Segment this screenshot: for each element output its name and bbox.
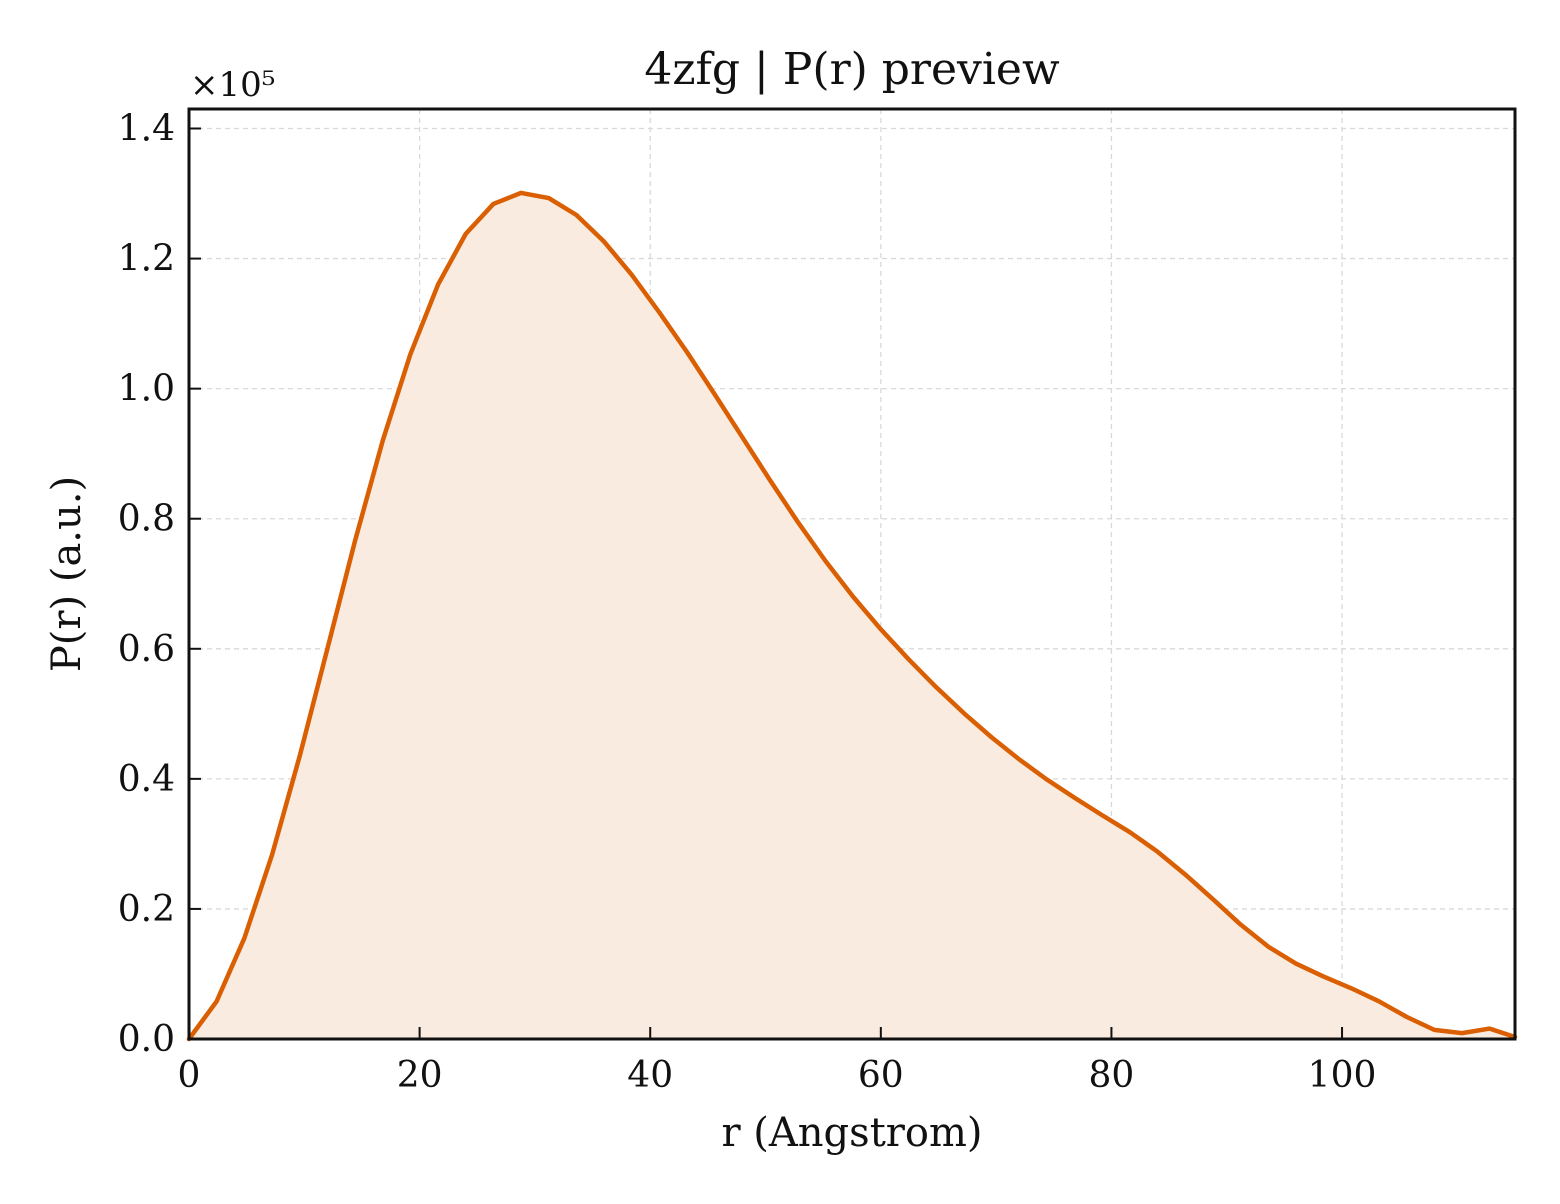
chart-title: 4zfg | P(r) preview: [644, 44, 1060, 95]
y-tick-label: 0.0: [118, 1019, 175, 1060]
y-axis-multiplier: ×10⁵: [190, 65, 275, 105]
y-axis-label: P(r) (a.u.): [44, 476, 90, 672]
y-tick-label: 1.0: [118, 369, 175, 410]
y-tick-label: 1.2: [118, 239, 175, 280]
y-tick-label: 0.4: [118, 759, 175, 800]
x-tick-label: 20: [397, 1055, 443, 1096]
y-tick-label: 0.2: [118, 889, 175, 930]
plot-frame: [187, 107, 1517, 1041]
x-tick-label: 60: [858, 1055, 904, 1096]
x-axis-label: r (Angstrom): [721, 1110, 982, 1156]
series-layer: [186, 190, 1518, 1042]
x-tick-label: 100: [1308, 1055, 1377, 1096]
y-tick-label: 1.4: [118, 109, 175, 150]
x-tick-label: 80: [1089, 1055, 1135, 1096]
series-area-fill: [189, 192, 1515, 1039]
tick-layer: 0 20 40 60 80 100 0.0 0.2 0.4 0.6 0.8 1.0 1.2 1.4: [118, 109, 1377, 1096]
y-tick-label: 0.8: [118, 499, 175, 540]
axes-layer: [187, 107, 1517, 1041]
x-tick-label: 0: [178, 1055, 201, 1096]
series-line: [186, 190, 1518, 1042]
y-tick-label: 0.6: [118, 629, 175, 670]
x-tick-label: 40: [627, 1055, 673, 1096]
